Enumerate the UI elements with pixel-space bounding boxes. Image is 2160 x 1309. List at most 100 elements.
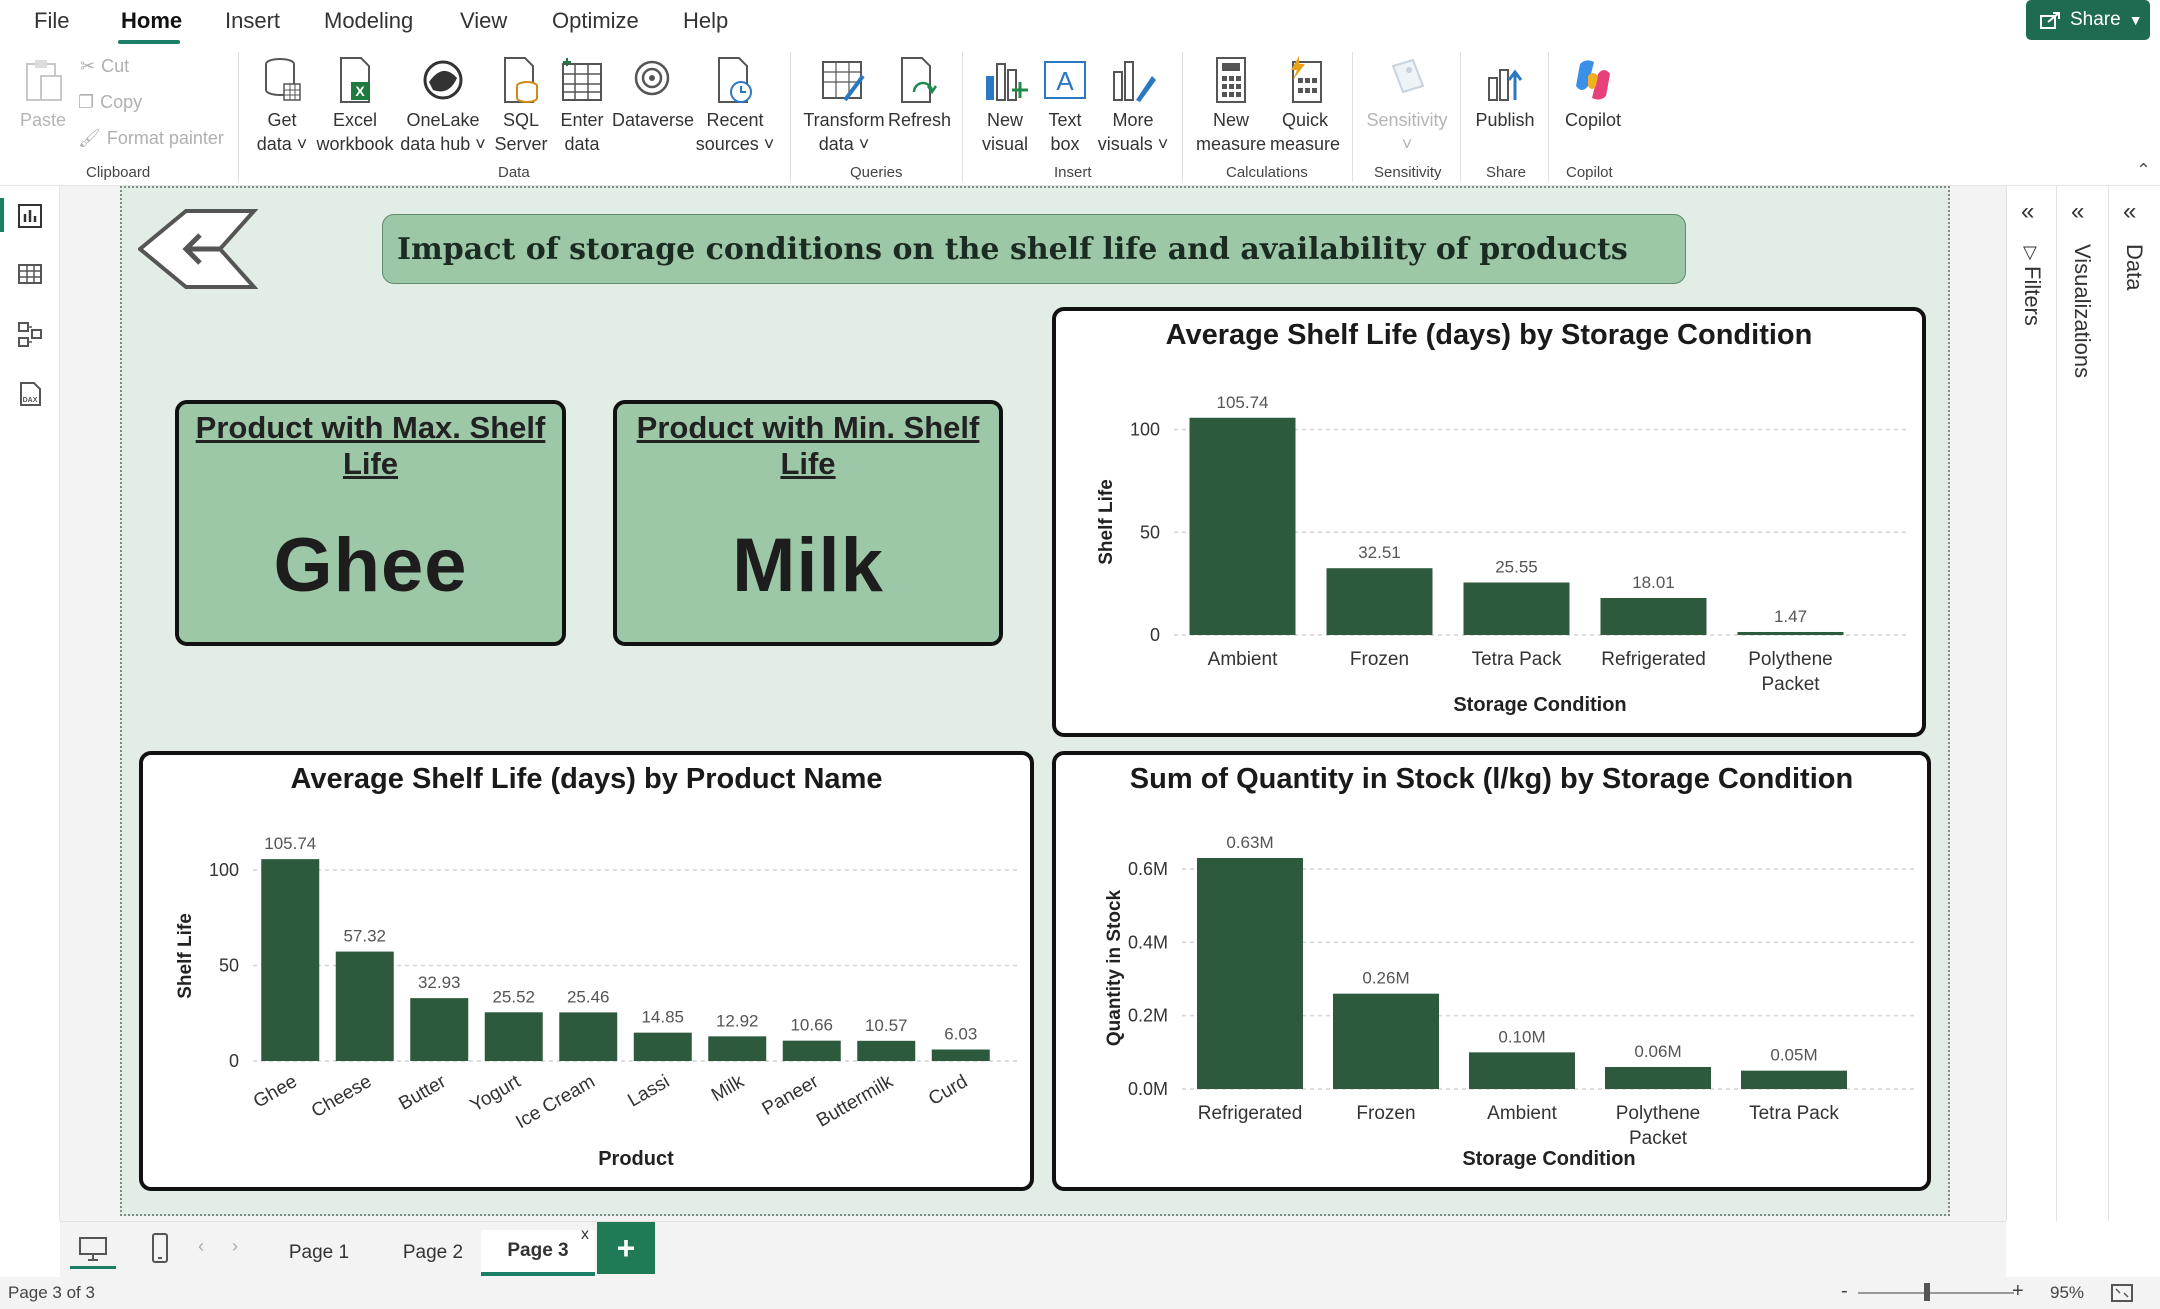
menu-modeling[interactable]: Modeling <box>324 8 414 33</box>
copilot-button[interactable]: Copilot <box>1556 56 1630 132</box>
sensitivity-button[interactable]: Sensitivity ˅ <box>1362 56 1452 156</box>
mobile-layout-icon[interactable] <box>150 1232 170 1264</box>
more-visuals-icon <box>1113 61 1156 102</box>
share-button[interactable]: Share ▼ <box>2026 0 2150 40</box>
excel-icon: X <box>340 57 370 103</box>
y-tick-label: 100 <box>209 860 239 880</box>
sql-server-icon <box>504 57 538 103</box>
menu-home[interactable]: Home <box>121 8 183 33</box>
expand-filters-icon[interactable]: « <box>2021 198 2035 225</box>
paste-icon <box>26 60 62 101</box>
menu-help[interactable]: Help <box>683 8 729 33</box>
menu-insert[interactable]: Insert <box>225 8 281 33</box>
y-tick-label: 50 <box>219 956 239 976</box>
data-label: 6.03 <box>944 1024 977 1043</box>
chart-quantity-by-storage[interactable]: Sum of Quantity in Stock (l/kg) by Stora… <box>1052 751 1931 1191</box>
bar <box>559 1012 618 1061</box>
filters-pane-tab[interactable]: « ▽ Filters <box>2006 186 2056 1221</box>
copilot-icon <box>1576 60 1610 100</box>
model-view-icon[interactable] <box>16 320 44 348</box>
x-axis-label: Storage Condition <box>1453 694 1626 716</box>
onelake-data-hub-button[interactable]: OneLake data hub ˅ <box>400 56 486 156</box>
visualizations-label: Visualizations <box>2070 244 2095 379</box>
quick-measure-icon <box>1291 56 1322 103</box>
dataverse-button[interactable]: Dataverse <box>612 56 694 132</box>
table-view-icon[interactable] <box>16 260 44 288</box>
visualizations-pane-tab[interactable]: « Visualizations <box>2056 186 2108 1221</box>
scroll-left-icon[interactable]: ‹ <box>198 1236 204 1256</box>
ribbon-divider <box>1548 52 1549 182</box>
data-label: 32.93 <box>418 973 461 992</box>
group-label-copilot: Copilot <box>1566 164 1613 181</box>
publish-icon <box>1488 69 1523 101</box>
menu-view[interactable]: View <box>460 8 508 33</box>
chart-shelf-life-by-product[interactable]: Average Shelf Life (days) by Product Nam… <box>139 751 1034 1191</box>
fit-to-page-icon[interactable] <box>2110 1283 2134 1303</box>
group-label-clipboard: Clipboard <box>86 164 151 181</box>
x-tick-label: Lassi <box>624 1071 673 1111</box>
more-visuals-button[interactable]: More visuals ˅ <box>1094 56 1172 156</box>
data-label: 0.05M <box>1770 1046 1817 1065</box>
bar <box>857 1040 916 1061</box>
tab-page-3[interactable]: Page 3 <box>481 1230 595 1276</box>
desktop-layout-icon[interactable] <box>78 1236 108 1262</box>
back-arrow-icon[interactable] <box>138 208 258 290</box>
menu-file[interactable]: File <box>34 8 70 33</box>
expand-data-icon[interactable]: « <box>2123 198 2137 225</box>
share-label: Share <box>2070 9 2121 30</box>
dataverse-icon <box>634 60 670 96</box>
data-label: 18.01 <box>1632 573 1675 592</box>
active-layout-indicator <box>70 1266 116 1269</box>
refresh-button[interactable]: Refresh <box>888 56 951 132</box>
data-label: 0.10M <box>1498 1027 1545 1046</box>
data-label: 14.85 <box>641 1008 684 1027</box>
transform-data-button[interactable]: Transform data ˅ <box>800 56 888 156</box>
format-painter-button[interactable]: 🖌 Format painter <box>78 128 224 148</box>
zoom-slider-track[interactable] <box>1858 1292 2014 1294</box>
cut-button[interactable]: ✂ Cut <box>80 56 130 76</box>
group-label-sensitivity: Sensitivity <box>1374 164 1442 181</box>
new-visual-button[interactable]: New visual <box>976 56 1034 156</box>
report-view-icon[interactable] <box>16 202 44 230</box>
zoom-out-button[interactable]: - <box>1841 1280 1848 1302</box>
publish-button[interactable]: Publish <box>1470 56 1540 132</box>
copy-button[interactable]: ❐ Copy <box>78 92 143 112</box>
close-tab-icon[interactable]: x <box>581 1226 589 1243</box>
y-tick-label: 0 <box>1150 625 1160 645</box>
text-box-button[interactable]: A Text box <box>1038 56 1092 156</box>
transform-data-icon <box>822 61 865 102</box>
new-measure-button[interactable]: New measure <box>1194 56 1268 156</box>
zoom-in-button[interactable]: + <box>2012 1280 2024 1302</box>
chart-shelf-life-by-storage[interactable]: Average Shelf Life (days) by Storage Con… <box>1052 307 1926 737</box>
kpi-value: Milk <box>732 523 884 608</box>
zoom-slider-thumb[interactable] <box>1924 1283 1930 1301</box>
sql-server-button[interactable]: SQL Server <box>492 56 550 156</box>
data-label: 0.63M <box>1226 833 1273 852</box>
zoom-level: 95% <box>2050 1283 2085 1302</box>
dax-query-view-icon[interactable]: DAX <box>16 380 44 408</box>
tab-page-1[interactable]: Page 1 <box>264 1230 374 1276</box>
collapse-ribbon-icon[interactable]: ⌃ <box>2136 160 2152 180</box>
get-data-button[interactable]: Get data ˅ <box>252 56 312 156</box>
data-label: 1.47 <box>1774 607 1807 626</box>
report-title-banner: Impact of storage conditions on the shel… <box>382 214 1686 284</box>
tab-page-2[interactable]: Page 2 <box>378 1230 488 1276</box>
data-label: 105.74 <box>1217 393 1269 412</box>
quick-measure-button[interactable]: Quick measure <box>1268 56 1342 156</box>
add-page-button[interactable]: + <box>597 1222 655 1274</box>
enter-data-button[interactable]: Enter data <box>554 56 610 156</box>
excel-workbook-button[interactable]: X Excel workbook <box>314 56 396 156</box>
data-pane-tab[interactable]: « Data <box>2108 186 2160 1221</box>
ribbon-divider <box>238 52 239 182</box>
ribbon-divider <box>1352 52 1353 182</box>
data-label: 32.51 <box>1358 543 1401 562</box>
menu-optimize[interactable]: Optimize <box>552 8 639 33</box>
scroll-right-icon[interactable]: › <box>232 1236 238 1256</box>
recent-sources-button[interactable]: Recent sources ˅ <box>694 56 776 156</box>
data-label: Data <box>2122 244 2147 291</box>
database-icon <box>265 58 301 101</box>
paste-button[interactable]: Paste <box>18 56 68 132</box>
x-tick-label: Refrigerated <box>1601 649 1706 670</box>
expand-visualizations-icon[interactable]: « <box>2071 198 2085 225</box>
data-label: 25.46 <box>567 987 610 1006</box>
